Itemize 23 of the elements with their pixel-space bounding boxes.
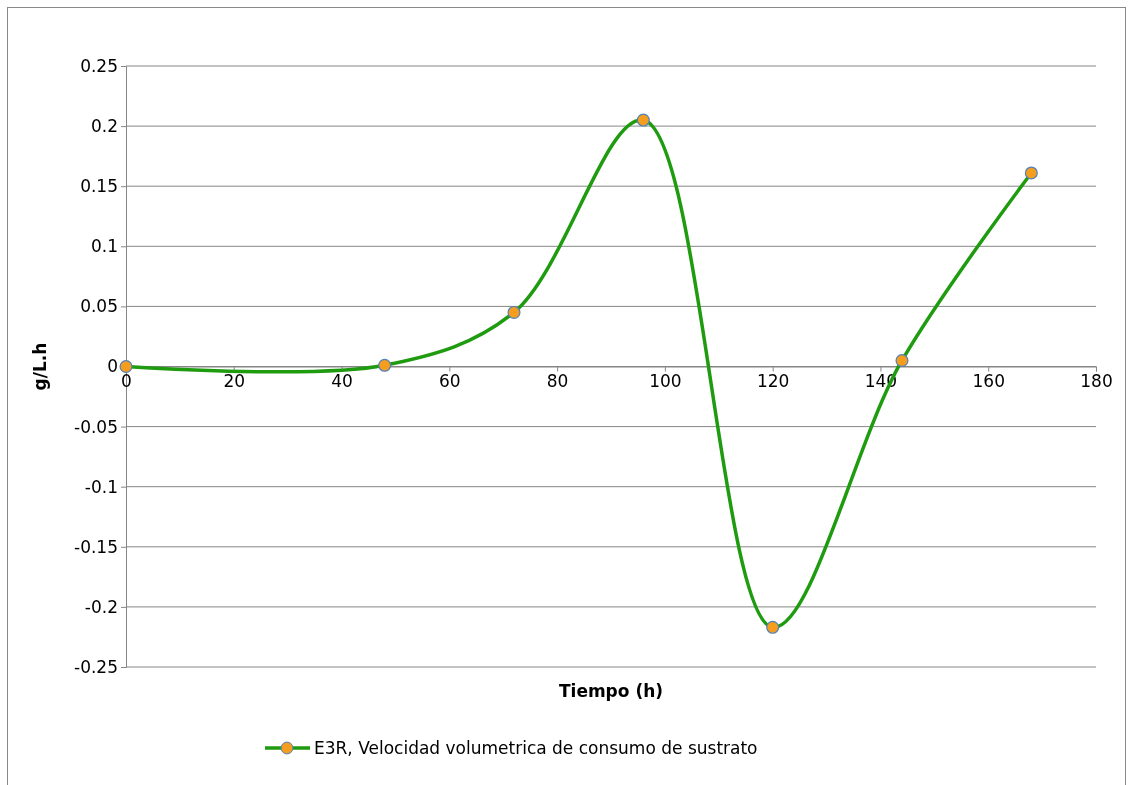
y-tick-label: 0.15 bbox=[80, 176, 118, 197]
y-tick-label: -0.25 bbox=[74, 656, 118, 677]
x-tick-label: 100 bbox=[649, 370, 682, 391]
legend-label: E3R, Velocidad volumetrica de consumo de sustrato bbox=[314, 738, 758, 758]
y-tick-label: -0.1 bbox=[84, 476, 118, 497]
x-tick-label: 160 bbox=[972, 370, 1005, 391]
y-tick-label: 0.05 bbox=[80, 296, 118, 317]
x-tick-label: 40 bbox=[331, 370, 353, 391]
x-tick-label: 180 bbox=[1080, 370, 1113, 391]
y-tick-label: -0.15 bbox=[74, 536, 118, 557]
x-axis-title: Tiempo (h) bbox=[558, 681, 664, 701]
x-tick-label: 60 bbox=[439, 370, 461, 391]
x-tick-label: 0 bbox=[121, 370, 132, 391]
y-tick-label: -0.05 bbox=[74, 416, 118, 437]
y-tick-label: 0.2 bbox=[90, 116, 118, 137]
y-tick-label: 0.1 bbox=[90, 236, 118, 257]
y-tick-label: 0.25 bbox=[80, 55, 118, 76]
y-axis-title: g/L.h bbox=[30, 342, 50, 391]
y-tick-label: -0.2 bbox=[84, 596, 118, 617]
x-tick-label: 20 bbox=[223, 370, 246, 391]
y-tick-label: 0 bbox=[107, 356, 118, 377]
x-tick-label: 80 bbox=[546, 370, 569, 391]
x-tick-label: 120 bbox=[756, 370, 790, 391]
